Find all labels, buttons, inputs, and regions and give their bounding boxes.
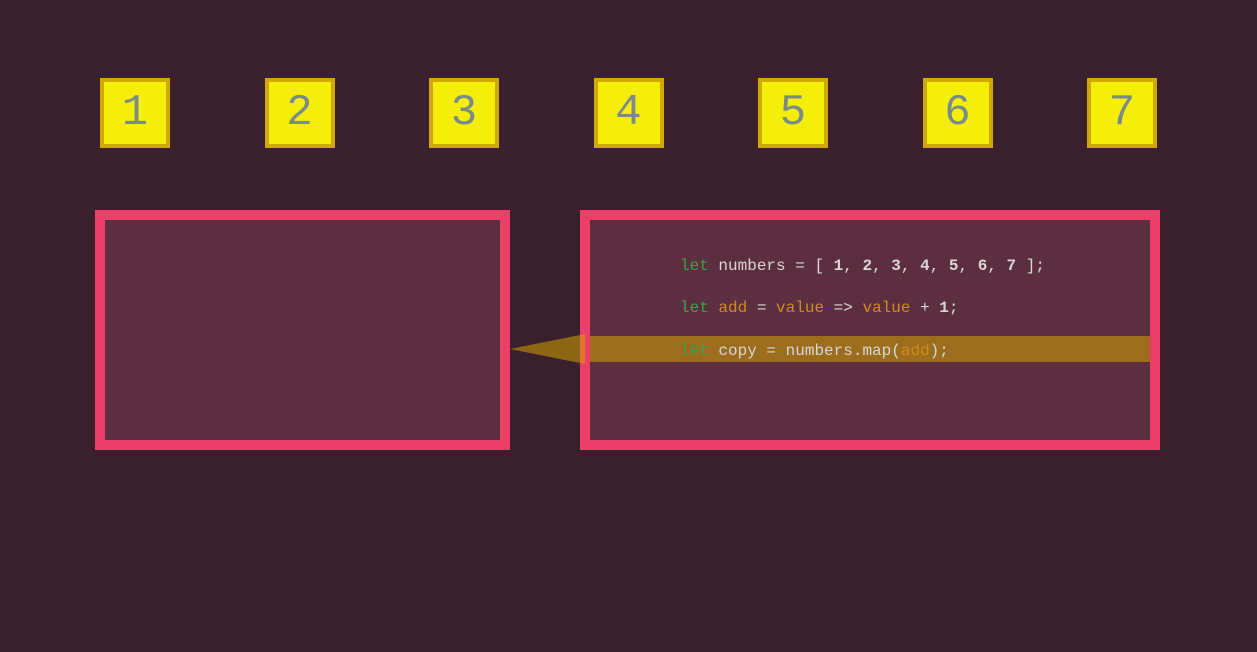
num: 7	[1007, 257, 1017, 275]
body-num: 1	[939, 299, 949, 317]
comma: ,	[959, 257, 978, 275]
code-line-1: let numbers = [ 1, 2, 3, 4, 5, 6, 7 ];	[680, 255, 1140, 277]
arrow: =>	[824, 299, 862, 317]
op: = [	[786, 257, 834, 275]
num-box-3: 3	[429, 78, 499, 148]
comma: ,	[901, 257, 920, 275]
numbers-row: 1 2 3 4 5 6 7	[100, 78, 1157, 148]
keyword: let	[680, 257, 709, 275]
code-line-2: let add = value => value + 1;	[680, 297, 1140, 319]
keyword: let	[680, 299, 709, 317]
call: = numbers.map(	[757, 342, 901, 360]
connector-arrow-icon	[510, 334, 585, 364]
num: 6	[978, 257, 988, 275]
num-box-2: 2	[265, 78, 335, 148]
end: ];	[1016, 257, 1045, 275]
num: 5	[949, 257, 959, 275]
comma: ,	[843, 257, 862, 275]
arg: add	[901, 342, 930, 360]
num-box-6: 6	[923, 78, 993, 148]
code-panel: let numbers = [ 1, 2, 3, 4, 5, 6, 7 ]; l…	[580, 210, 1160, 450]
num-box-7: 7	[1087, 78, 1157, 148]
comma: ,	[987, 257, 1006, 275]
param: value	[776, 299, 824, 317]
num: 2	[862, 257, 872, 275]
num: 3	[891, 257, 901, 275]
identifier: copy	[718, 342, 756, 360]
op: =	[747, 299, 776, 317]
comma: ,	[930, 257, 949, 275]
body-op: +	[910, 299, 939, 317]
comma: ,	[872, 257, 891, 275]
code-line-3: let copy = numbers.map(add);	[680, 340, 1140, 362]
keyword: let	[680, 342, 709, 360]
end: ;	[949, 299, 959, 317]
num: 4	[920, 257, 930, 275]
num-box-5: 5	[758, 78, 828, 148]
end: );	[930, 342, 949, 360]
num: 1	[834, 257, 844, 275]
num-box-1: 1	[100, 78, 170, 148]
fn-name: add	[718, 299, 747, 317]
num-box-4: 4	[594, 78, 664, 148]
body-var: value	[862, 299, 910, 317]
identifier: numbers	[718, 257, 785, 275]
output-panel	[95, 210, 510, 450]
